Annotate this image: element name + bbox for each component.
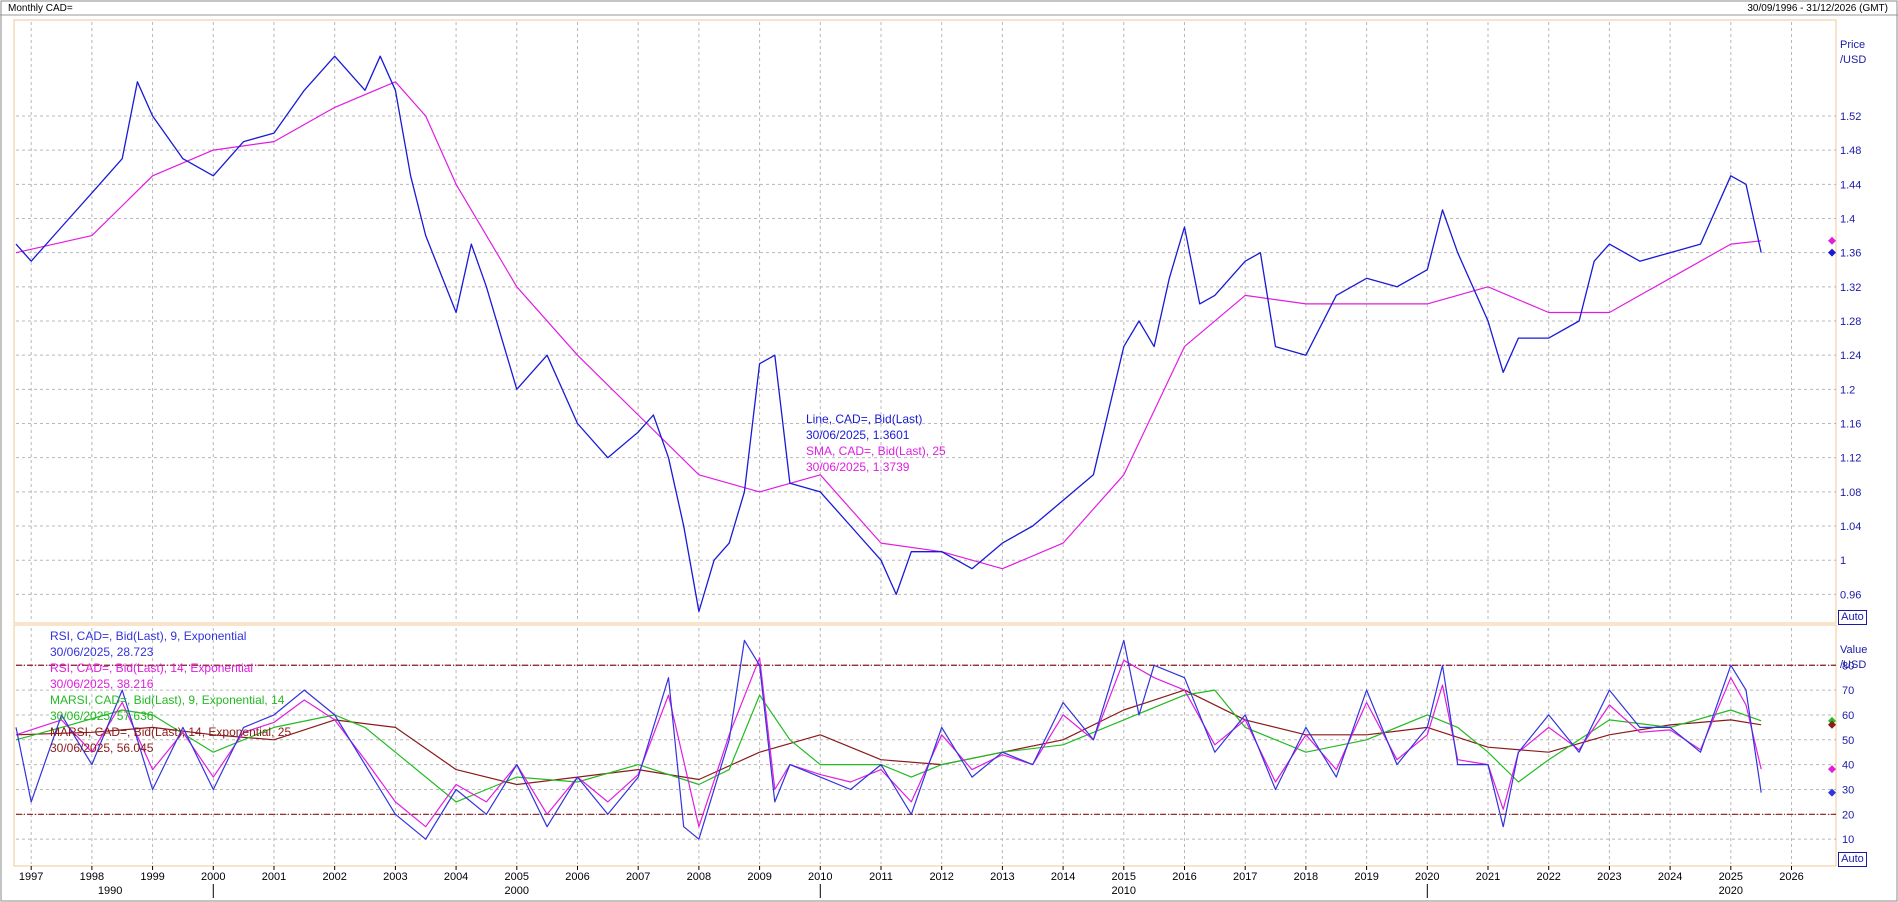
decade-label: 2000 [505,885,529,897]
x-tick-label: 2006 [565,871,589,883]
price-tick-label: 1.4 [1840,213,1855,225]
rsi-tick-label: 50 [1842,735,1854,747]
price-tick-label: 1.52 [1840,111,1861,123]
x-tick-label: 2007 [626,871,650,883]
decade-label: 2010 [1112,885,1136,897]
price-grid [16,22,1836,620]
rsi-tick-label: 80 [1842,660,1854,672]
x-tick-label: 1999 [140,871,164,883]
rsi9-last-marker [1828,788,1836,797]
legend-marsi9-value: 30/06/2025, 57.636 [50,709,154,723]
rsi-legend: RSI, CAD=, Bid(Last), 9, Exponential 30/… [50,629,291,755]
price-tick-label: 1.28 [1840,316,1861,328]
x-tick-label: 2010 [808,871,832,883]
legend-rsi14-label: RSI, CAD=, Bid(Last), 14, Exponential [50,661,253,675]
price-tick-label: 1.08 [1840,487,1861,499]
decade-label: 1990 [98,885,122,897]
sma-line [15,81,1762,570]
rsi9-line [15,639,1762,840]
rsi-unit-sub: /USD [1840,659,1866,671]
x-tick-label: 2026 [1779,871,1803,883]
x-tick-label: 2019 [1354,871,1378,883]
marsi14-line [15,689,1762,786]
legend-price-label: Line, CAD=, Bid(Last) [806,412,922,426]
x-tick-label: 2023 [1597,871,1621,883]
price-unit-sub: /USD [1840,54,1866,66]
legend-sma-value: 30/06/2025, 1.3739 [806,460,910,474]
legend-sma-label: SMA, CAD=, Bid(Last), 25 [806,444,946,458]
x-tick-label: 2014 [1051,871,1075,883]
x-tick-label: 2011 [869,871,893,883]
price-legend: Line, CAD=, Bid(Last) 30/06/2025, 1.3601… [806,412,946,474]
rsi-tick-label: 60 [1842,710,1854,722]
x-tick-label: 1998 [80,871,104,883]
rsi-tick-label: 20 [1842,809,1854,821]
rsi-unit-label: Value [1840,644,1867,656]
rsi14-line [15,657,1762,828]
x-tick-label: 2024 [1658,871,1682,883]
legend-marsi9-label: MARSI, CAD=, Bid(Last), 9, Exponential, … [50,693,285,707]
price-tick-label: 1.44 [1840,179,1861,191]
rsi-tick-label: 40 [1842,760,1854,772]
x-tick-label: 2018 [1294,871,1318,883]
price-tick-label: 1.36 [1840,248,1861,260]
price-tick-label: 1.24 [1840,350,1861,362]
price-tick-label: 1.48 [1840,145,1861,157]
x-tick-label: 2017 [1233,871,1257,883]
price-line [15,55,1762,613]
x-tick-label: 2003 [383,871,407,883]
x-tick-label: 2002 [322,871,346,883]
x-tick-label: 2025 [1719,871,1743,883]
legend-marsi14-value: 30/06/2025, 56.045 [50,741,154,755]
rsi-tick-label: 70 [1842,685,1854,697]
date-range: 30/09/1996 - 31/12/2026 (GMT) [1747,3,1888,14]
x-tick-label: 2004 [444,871,468,883]
x-tick-label: 2016 [1172,871,1196,883]
x-tick-label: 2015 [1112,871,1136,883]
price-tick-label: 1.32 [1840,282,1861,294]
x-tick-label: 2013 [990,871,1014,883]
x-tick-label: 2005 [505,871,529,883]
price-tick-label: 1.04 [1840,521,1861,533]
price-last-marker [1828,248,1836,257]
rsi-panel-frame [13,624,1837,867]
x-tick-label: 2008 [687,871,711,883]
chart-title: Monthly CAD= [8,3,73,14]
price-auto-button[interactable]: Auto [1838,610,1867,625]
x-tick-label: 2009 [747,871,771,883]
x-tick-label: 2000 [201,871,225,883]
legend-marsi14-label: MARSI, CAD=, Bid(Last), 14, Exponential,… [50,725,291,739]
price-tick-label: 1.16 [1840,419,1861,431]
price-y-axis: 0.96 1 1.04 1.08 1.12 1.16 1.2 1.24 1.28 1.32 1.36… [1840,111,1861,601]
decade-label: 2020 [1719,885,1743,897]
price-tick-label: 0.96 [1840,589,1861,601]
price-tick-label: 1.12 [1840,453,1861,465]
x-tick-label: 2001 [262,871,286,883]
sma-last-marker [1828,236,1836,245]
rsi-y-axis: 10 20 30 40 50 60 70 80 [1842,660,1854,846]
price-unit-label: Price [1840,39,1865,51]
rsi-tick-label: 30 [1842,784,1854,796]
x-tick-label: 2021 [1476,871,1500,883]
marsi14-last-marker [1828,720,1836,729]
legend-rsi9-label: RSI, CAD=, Bid(Last), 9, Exponential [50,629,246,643]
legend-rsi14-value: 30/06/2025, 38.216 [50,677,154,691]
rsi14-last-marker [1828,765,1836,774]
series-layer [15,55,1836,840]
x-tick-label: 1997 [19,871,43,883]
price-tick-label: 1 [1840,555,1846,567]
legend-rsi9-value: 30/06/2025, 28.723 [50,645,154,659]
x-tick-label: 2020 [1415,871,1439,883]
price-tick-label: 1.2 [1840,384,1855,396]
x-tick-label: 2012 [929,871,953,883]
rsi-tick-label: 10 [1842,834,1854,846]
x-axis: 1997 1998 1999 2000 2001 2002 2003 2004 2005 2006… [19,866,1804,898]
x-tick-label: 2022 [1536,871,1560,883]
legend-price-value: 30/06/2025, 1.3601 [806,428,910,442]
rsi-grid [16,628,1836,864]
rsi-auto-button[interactable]: Auto [1838,852,1867,867]
